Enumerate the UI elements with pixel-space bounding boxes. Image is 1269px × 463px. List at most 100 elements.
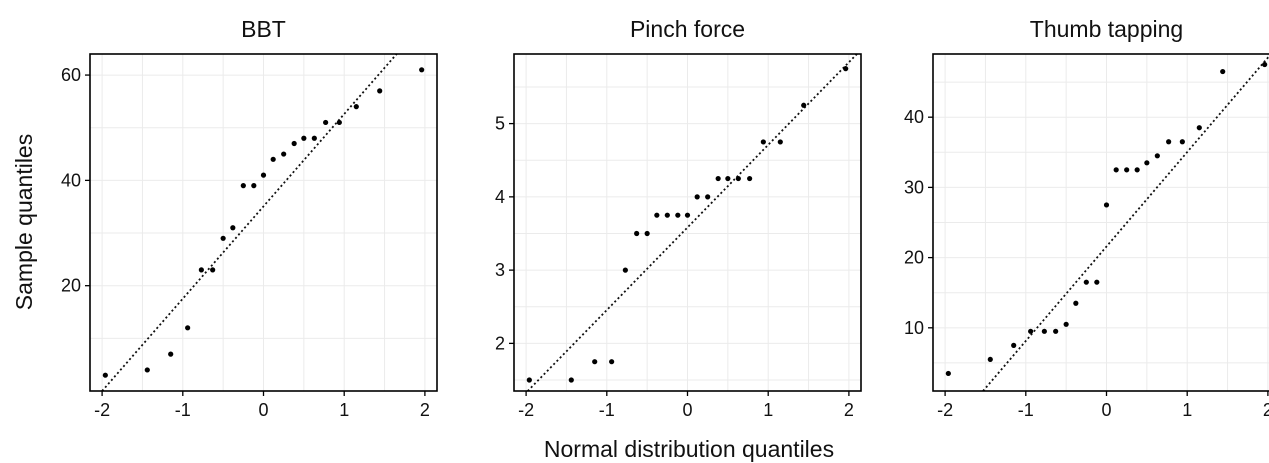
data-point [1053, 328, 1059, 334]
data-point [694, 194, 700, 200]
data-point [777, 139, 783, 145]
data-point [1083, 279, 1089, 285]
data-point [260, 172, 267, 178]
x-axis-label: Normal distribution quantiles [544, 436, 834, 462]
qq-panel-1: Pinch force -2 -1 0 1 2 2 3 4 5 [495, 16, 862, 420]
data-point [1196, 125, 1202, 131]
data-point [1166, 139, 1172, 145]
data-point [675, 212, 681, 218]
x-tick-label: 0 [258, 400, 268, 420]
reference-line [101, 54, 398, 391]
data-point [185, 325, 191, 331]
data-point [568, 377, 574, 383]
y-tick-label: 60 [61, 65, 81, 85]
y-tick-label: 20 [904, 248, 924, 268]
data-point [1103, 202, 1110, 208]
data-point [336, 119, 342, 126]
plot-area [933, 54, 1269, 391]
data-point [220, 235, 226, 241]
data-point [526, 377, 532, 383]
data-point [843, 66, 849, 72]
data-point [634, 230, 640, 237]
panel-title: Pinch force [630, 16, 745, 42]
data-point [664, 212, 670, 218]
x-tick-label: 2 [420, 400, 430, 420]
qq-panel-2: Thumb tapping -2 -1 0 1 2 10 20 30 40 [904, 16, 1269, 420]
panel-title: BBT [241, 16, 286, 42]
panel-title: Thumb tapping [1030, 16, 1183, 42]
data-point [230, 225, 236, 231]
data-point [725, 175, 731, 182]
x-tick-label: -1 [599, 400, 615, 420]
data-point [1028, 328, 1034, 334]
data-point [1154, 153, 1160, 159]
x-tick-label: -1 [175, 400, 191, 420]
data-point [684, 212, 691, 218]
y-tick-label: 5 [495, 114, 505, 134]
x-tick-label: 2 [844, 400, 854, 420]
data-point [168, 351, 174, 357]
data-point [1073, 300, 1079, 306]
data-point [291, 140, 297, 147]
data-point [1011, 342, 1017, 348]
x-tick-label: 0 [682, 400, 692, 420]
data-point [945, 370, 951, 377]
y-tick-label: 40 [904, 107, 924, 127]
data-point [251, 183, 257, 189]
data-point [240, 183, 246, 189]
data-point [705, 194, 711, 200]
x-tick-label: -1 [1018, 400, 1034, 420]
reference-line [527, 54, 858, 391]
y-tick-label: 3 [495, 260, 505, 280]
data-point [323, 119, 329, 126]
y-tick-label: 4 [495, 187, 505, 207]
data-point [198, 267, 204, 273]
data-point [1179, 139, 1185, 145]
data-point [609, 359, 615, 365]
data-point [1262, 61, 1268, 68]
x-tick-label: -2 [94, 400, 110, 420]
data-point [1134, 167, 1140, 173]
data-point [1124, 167, 1130, 173]
data-point [377, 88, 383, 94]
data-point [715, 175, 721, 182]
data-point [311, 135, 317, 141]
x-tick-label: -2 [518, 400, 534, 420]
data-point [592, 359, 598, 365]
data-point [144, 367, 150, 373]
x-tick-label: 1 [763, 400, 773, 420]
data-point [353, 104, 359, 110]
data-point [270, 156, 276, 162]
data-point [747, 175, 753, 182]
data-point [987, 356, 993, 363]
data-point [801, 102, 807, 108]
data-point [301, 135, 307, 141]
data-point [644, 230, 650, 237]
y-tick-label: 10 [904, 318, 924, 338]
data-point [760, 139, 766, 145]
data-point [654, 212, 660, 218]
x-tick-label: 2 [1263, 400, 1269, 420]
y-tick-label: 2 [495, 333, 505, 353]
x-tick-label: 0 [1101, 400, 1111, 420]
data-point [210, 267, 216, 273]
data-point [1113, 167, 1119, 173]
y-tick-label: 40 [61, 170, 81, 190]
data-point [102, 372, 108, 378]
x-tick-label: 1 [339, 400, 349, 420]
data-point [1063, 321, 1069, 327]
x-tick-label: 1 [1182, 400, 1192, 420]
y-axis-label: Sample quantiles [11, 134, 37, 310]
data-point [1220, 68, 1226, 75]
data-point [281, 151, 287, 157]
qq-panel-0: BBT -2 -1 0 1 2 20 40 60 [61, 16, 438, 420]
y-tick-label: 30 [904, 177, 924, 197]
data-point [1094, 279, 1100, 285]
data-point [622, 267, 628, 273]
plot-area [90, 54, 437, 391]
plot-area [514, 54, 861, 391]
y-tick-label: 20 [61, 276, 81, 296]
data-point [735, 175, 741, 182]
data-point [419, 67, 425, 73]
